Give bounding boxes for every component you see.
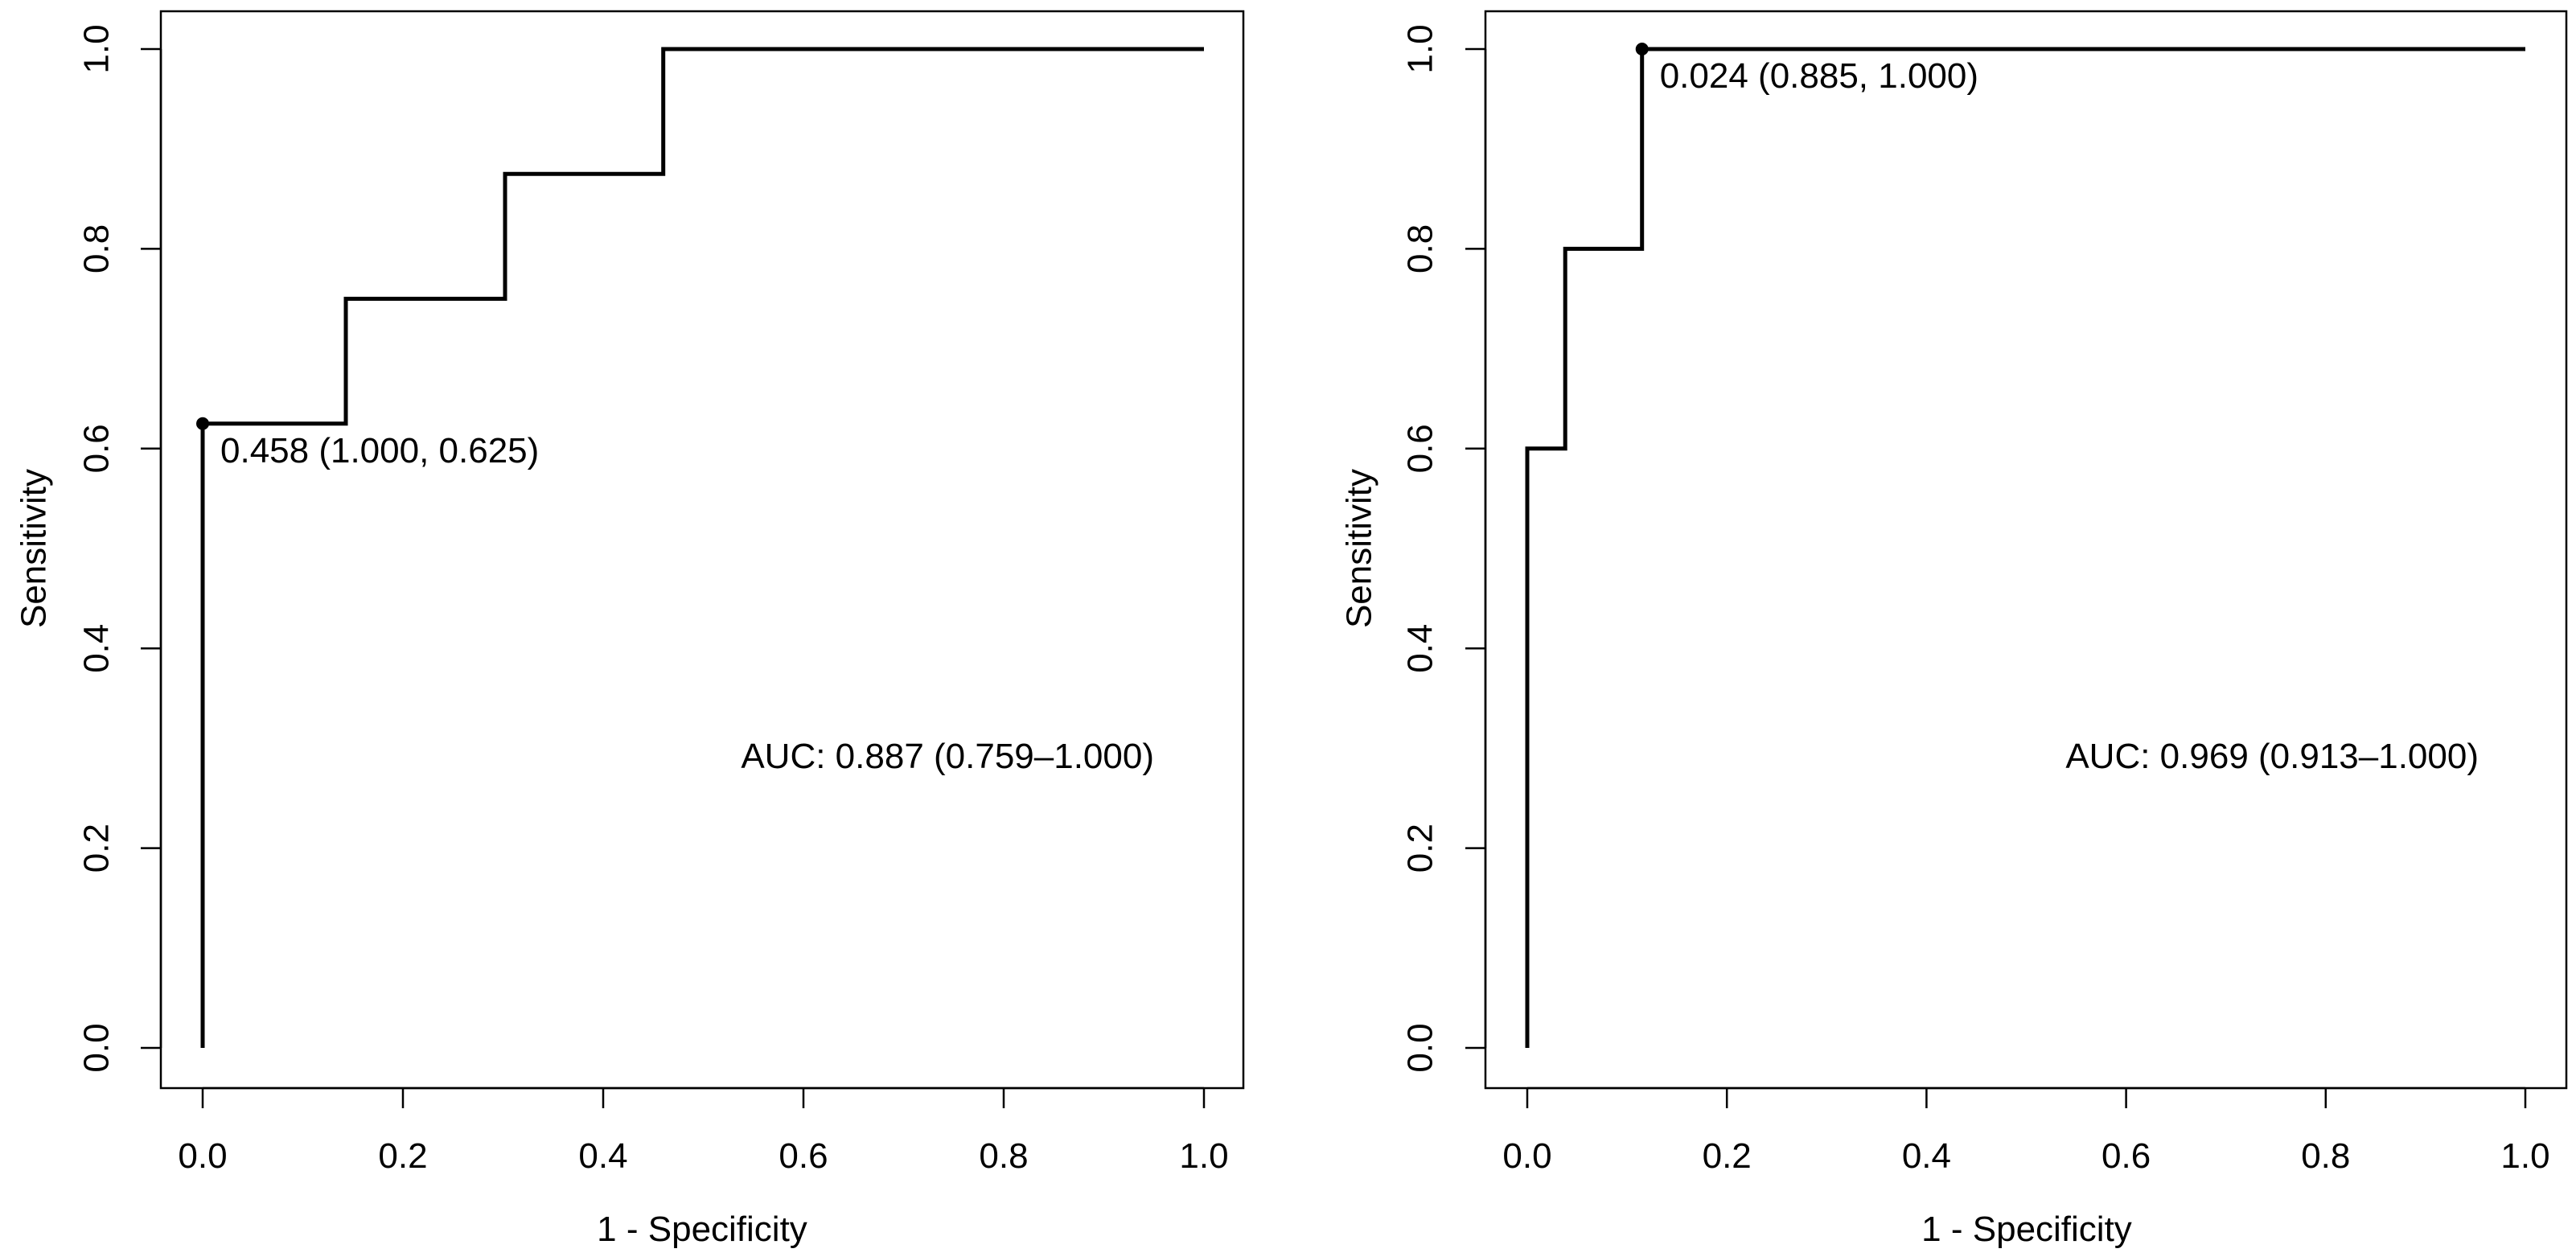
- y-axis: 0.0 0.2 0.4 0.6 0.8 1.0 Sensitivity: [14, 24, 162, 1073]
- y-tick-label: 0.6: [1401, 424, 1440, 473]
- x-tick-label: 0.8: [2301, 1136, 2350, 1176]
- y-tick-label: 0.4: [77, 624, 117, 673]
- y-tick-label: 1.0: [77, 24, 117, 73]
- x-tick-label: 0.8: [979, 1136, 1028, 1176]
- plot-frame: [159, 10, 1245, 1090]
- threshold-point: [1635, 43, 1649, 55]
- threshold-label: 0.458 (1.000, 0.625): [220, 431, 539, 470]
- x-tick-label: 0.0: [1502, 1136, 1551, 1176]
- x-tick-label: 0.4: [1902, 1136, 1951, 1176]
- x-tick-label: 0.2: [1703, 1136, 1752, 1176]
- x-tick-label: 0.2: [378, 1136, 427, 1176]
- y-tick-label: 0.6: [77, 424, 117, 473]
- y-tick-label: 0.0: [77, 1023, 117, 1072]
- roc-curve-line: [1525, 47, 2525, 1048]
- y-axis-label: Sensitivity: [1340, 469, 1379, 628]
- roc-panel-2: 0.0 0.2 0.4 0.6 0.8 1.01 - Specificity0.00.20…: [1340, 10, 2568, 1249]
- plot-frame: [1484, 10, 2568, 1090]
- x-axis-label: 1 - Specificity: [1921, 1210, 2132, 1249]
- y-tick-label: 1.0: [1401, 24, 1440, 73]
- y-tick-label: 0.2: [1401, 824, 1440, 873]
- threshold-point: [196, 417, 209, 430]
- auc-label: AUC: 0.969 (0.913–1.000): [2065, 737, 2479, 776]
- x-tick-label: 0.6: [779, 1136, 828, 1176]
- roc-panel-1: 0.0 0.2 0.4 0.6 0.8 1.01 - Specificity0.00.20…: [14, 10, 1245, 1249]
- x-tick-label: 0.6: [2101, 1136, 2151, 1176]
- y-tick-label: 0.2: [77, 824, 117, 873]
- y-axis: 0.0 0.2 0.4 0.6 0.8 1.0 Sensitivity: [1340, 24, 1487, 1073]
- y-tick-label: 0.4: [1401, 624, 1440, 673]
- auc-label: AUC: 0.887 (0.759–1.000): [741, 737, 1154, 776]
- x-axis-label: 1 - Specificity: [597, 1210, 807, 1249]
- threshold-label: 0.024 (0.885, 1.000): [1660, 56, 1978, 96]
- x-tick-label: 0.0: [178, 1136, 227, 1176]
- y-tick-label: 0.8: [1401, 224, 1440, 273]
- y-axis-label: Sensitivity: [14, 469, 54, 628]
- x-tick-label: 1.0: [1179, 1136, 1228, 1176]
- x-axis: 0.0 0.2 0.4 0.6 0.8 1.0 1 - Specificity: [1502, 1087, 2550, 1249]
- x-tick-label: 0.4: [578, 1136, 627, 1176]
- y-tick-label: 0.8: [77, 224, 117, 273]
- roc-curve-line: [200, 47, 1204, 1048]
- x-tick-label: 1.0: [2500, 1136, 2549, 1176]
- y-tick-label: 0.0: [1401, 1023, 1440, 1072]
- x-axis: 0.0 0.2 0.4 0.6 0.8 1.0 1 - Specificity: [178, 1087, 1229, 1249]
